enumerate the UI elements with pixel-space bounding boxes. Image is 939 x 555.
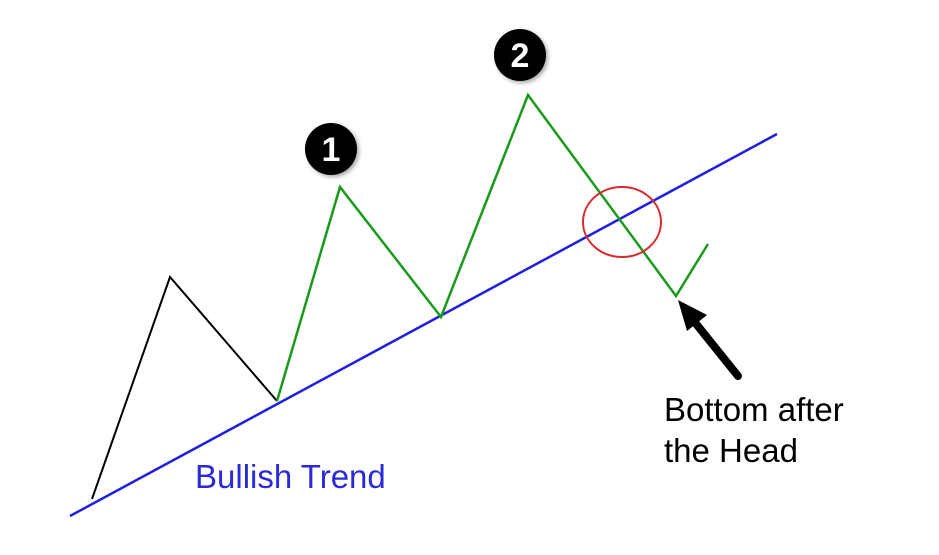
trendline-break-circle <box>582 186 662 258</box>
annotation-line-2: the Head <box>664 432 798 469</box>
pattern-price-path <box>275 92 710 402</box>
peak-2-label: 2 <box>511 37 530 75</box>
bottom-arrow-icon <box>678 300 742 380</box>
bullish-trendline <box>69 132 778 518</box>
peak-2-badge <box>494 29 546 81</box>
early-price-path <box>91 275 278 500</box>
trend-label: Bullish Trend <box>195 458 386 495</box>
peak-1-badge <box>305 123 357 175</box>
peak-1-label: 1 <box>322 131 341 169</box>
annotation-line-1: Bottom after <box>664 391 844 428</box>
